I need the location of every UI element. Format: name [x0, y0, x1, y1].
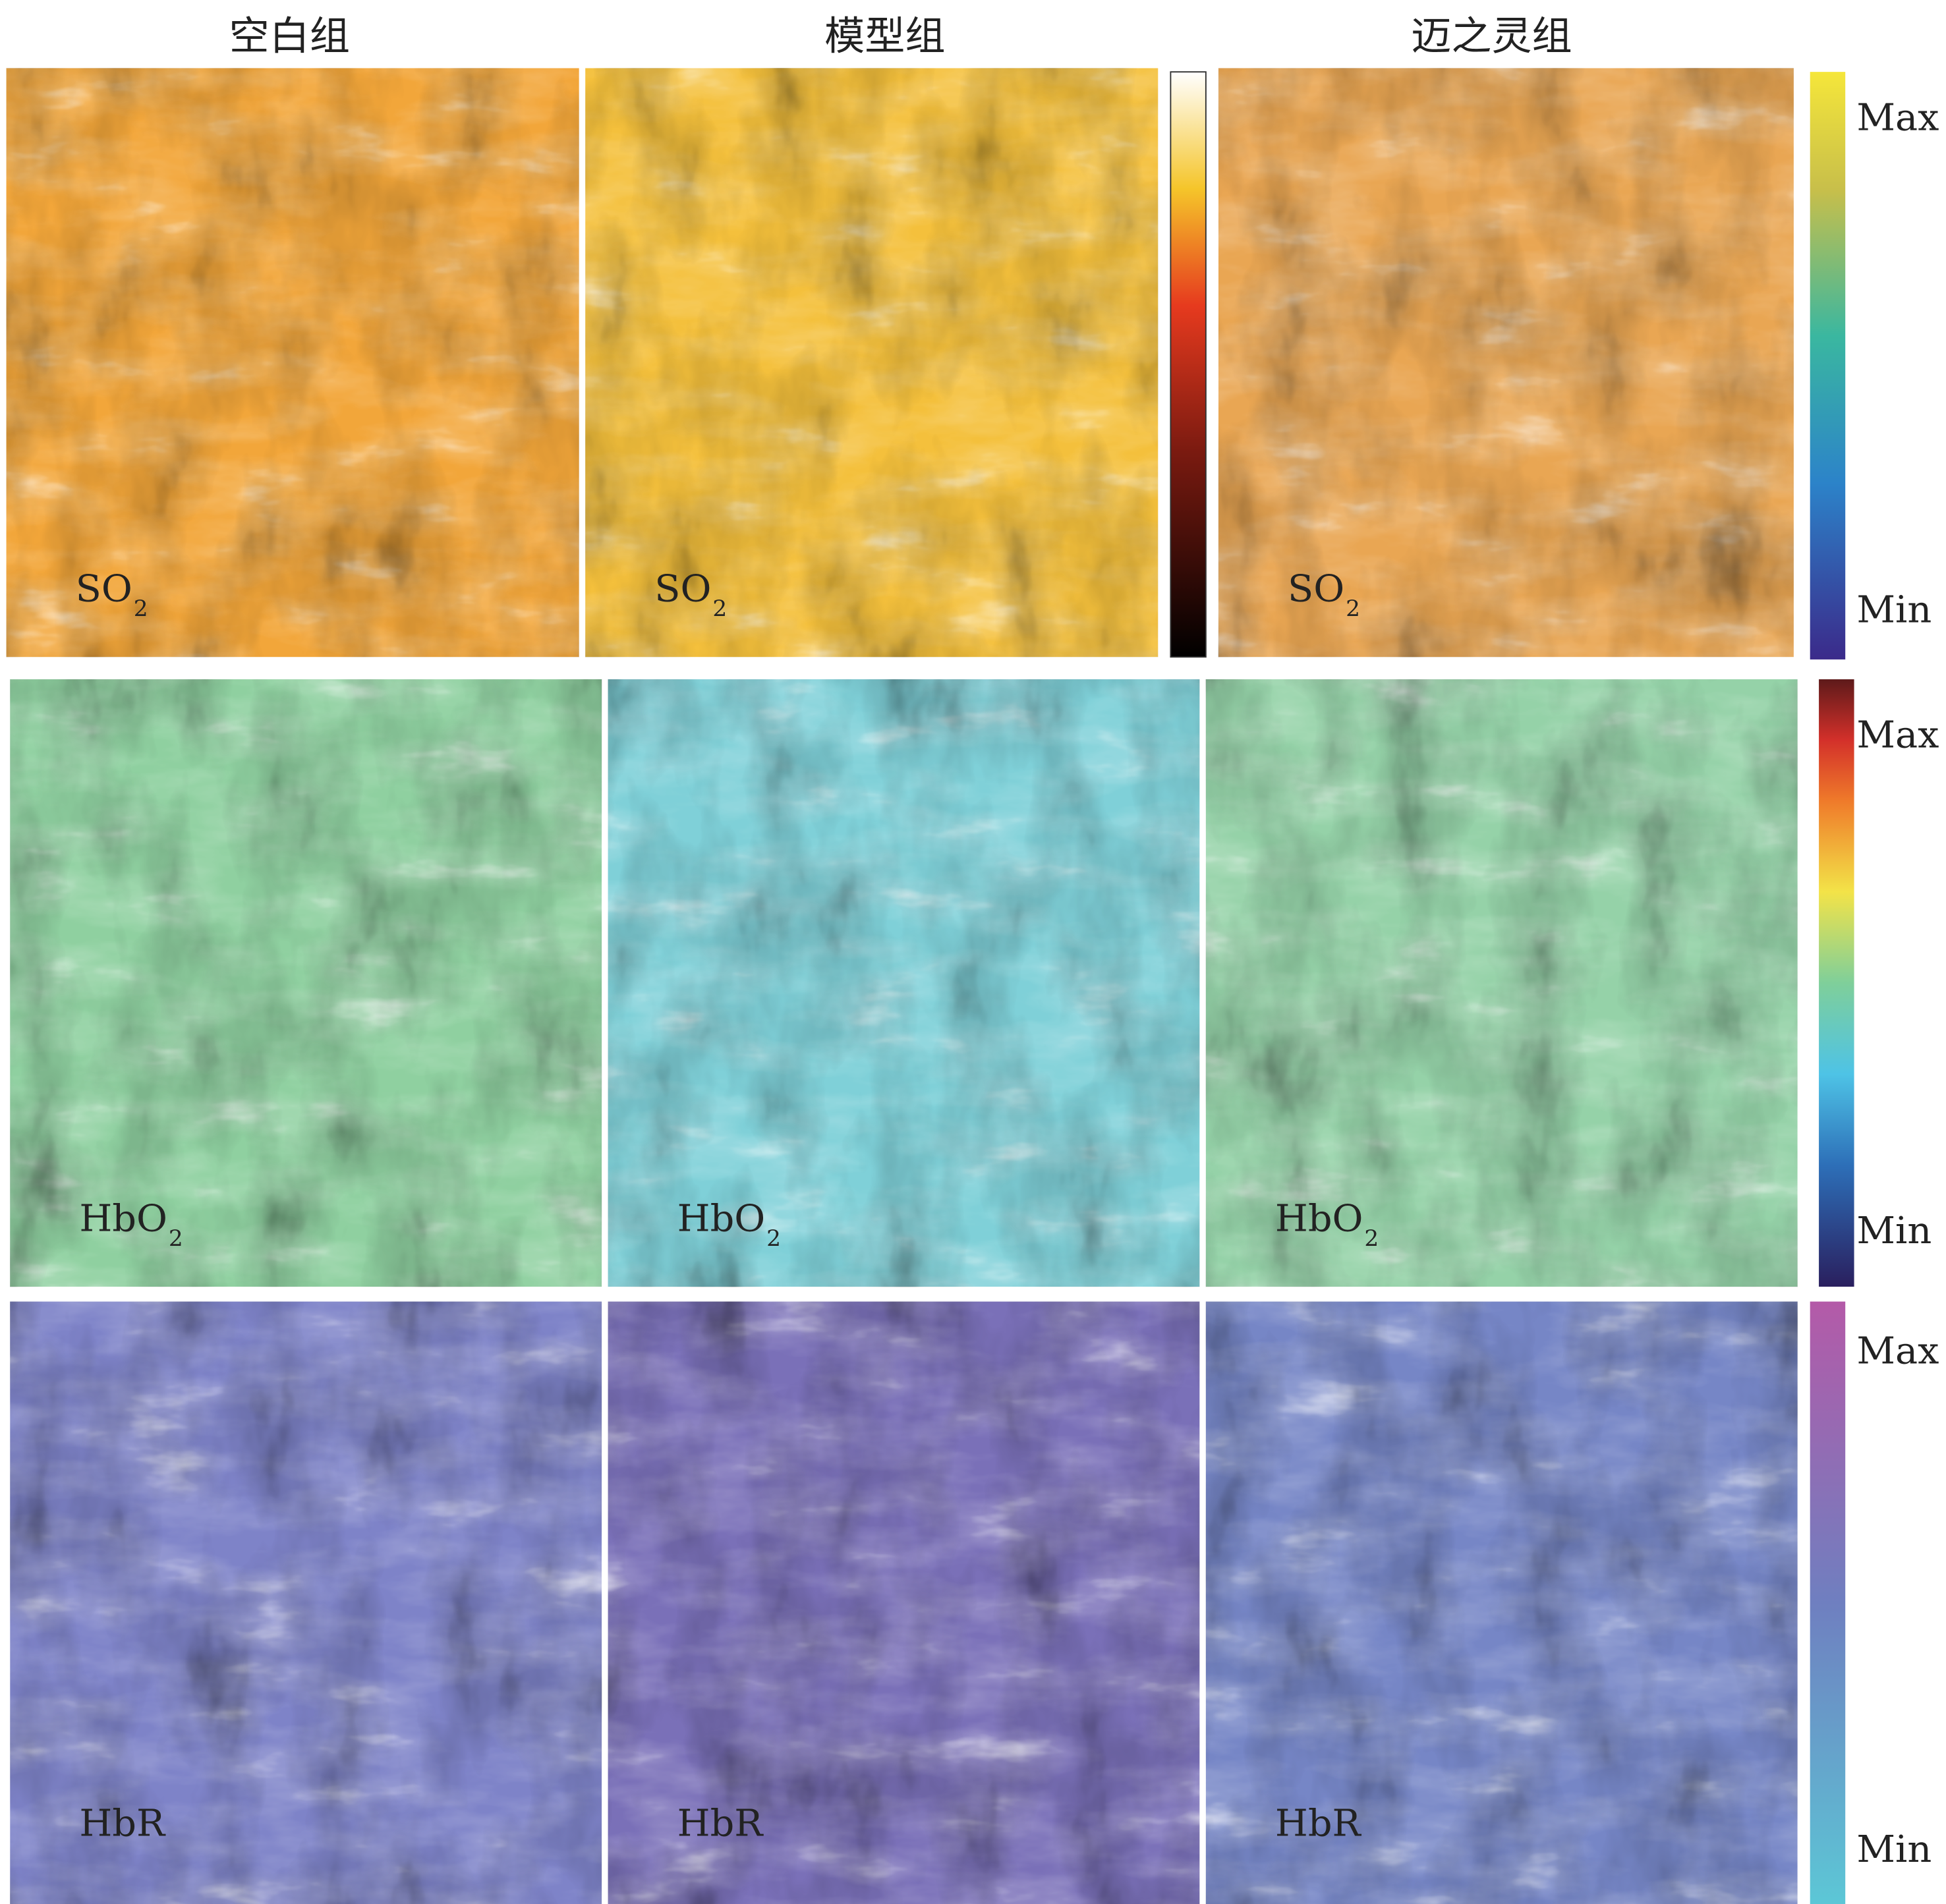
panel-shadow [10, 679, 602, 1287]
panel-shadow [10, 1301, 602, 1904]
panel-shadow [1205, 1301, 1798, 1904]
panel-label-subscript: 2 [1364, 1225, 1379, 1252]
panel-shadow [6, 68, 579, 658]
panel-label: HbO [1275, 1197, 1363, 1241]
column-header: 迈之灵组 [1411, 14, 1572, 59]
panel-label: SO [654, 567, 711, 611]
panel-shadow [608, 1301, 1200, 1904]
panel-shadow [1218, 68, 1794, 658]
colorbar [1819, 679, 1854, 1287]
panel-label: HbR [79, 1802, 166, 1845]
panel-label: HbR [1275, 1802, 1362, 1845]
panel-shadow [585, 68, 1159, 658]
panel-label: SO [76, 567, 132, 611]
colorbar-hot [1170, 71, 1207, 658]
column-header: 空白组 [229, 14, 350, 59]
colorbar-min: Min [1856, 1828, 1932, 1871]
panel-label: HbO [79, 1197, 167, 1241]
panel-label-subscript: 2 [712, 596, 727, 622]
panel-label-subscript: 2 [169, 1225, 183, 1252]
panel-label-subscript: 2 [1346, 596, 1360, 622]
colorbar-max: Max [1856, 96, 1939, 140]
colorbar-max: Max [1856, 714, 1939, 757]
colorbar-min: Min [1856, 588, 1932, 632]
colorbar [1810, 72, 1846, 659]
colorbar [1810, 1301, 1846, 1904]
colorbar-min: Min [1856, 1210, 1932, 1253]
panel-label: HbR [677, 1802, 764, 1845]
column-header: 模型组 [824, 14, 945, 59]
panel-shadow [608, 679, 1200, 1287]
panel-label-subscript: 2 [134, 596, 148, 622]
panel-shadow [1205, 679, 1798, 1287]
panel-label: HbO [677, 1197, 766, 1241]
panel-label: SO [1288, 567, 1344, 611]
panel-label-subscript: 2 [766, 1225, 781, 1252]
colorbar-max: Max [1856, 1330, 1939, 1373]
